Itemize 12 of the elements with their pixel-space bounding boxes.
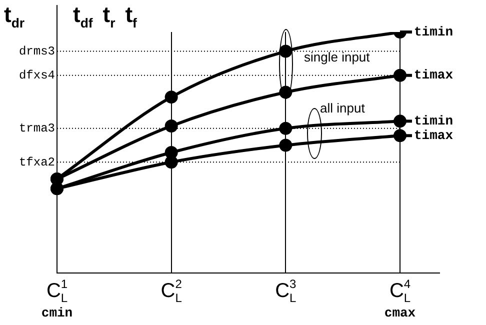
legend-label: timax bbox=[414, 68, 454, 83]
legend-label: timin bbox=[414, 24, 454, 40]
ref-line-label: drms3 bbox=[18, 44, 55, 58]
ref-line-label: tfxa2 bbox=[18, 155, 55, 170]
text: cmin bbox=[41, 305, 73, 320]
ref-line-label: trma3 bbox=[18, 122, 55, 136]
legend-label: timax bbox=[414, 128, 454, 143]
legend-label: timin bbox=[414, 113, 454, 128]
annotation: single input bbox=[304, 50, 370, 65]
ref-line-label: dfxs4 bbox=[18, 68, 55, 83]
annotation: all input bbox=[320, 100, 366, 116]
text: cmax bbox=[384, 305, 416, 320]
